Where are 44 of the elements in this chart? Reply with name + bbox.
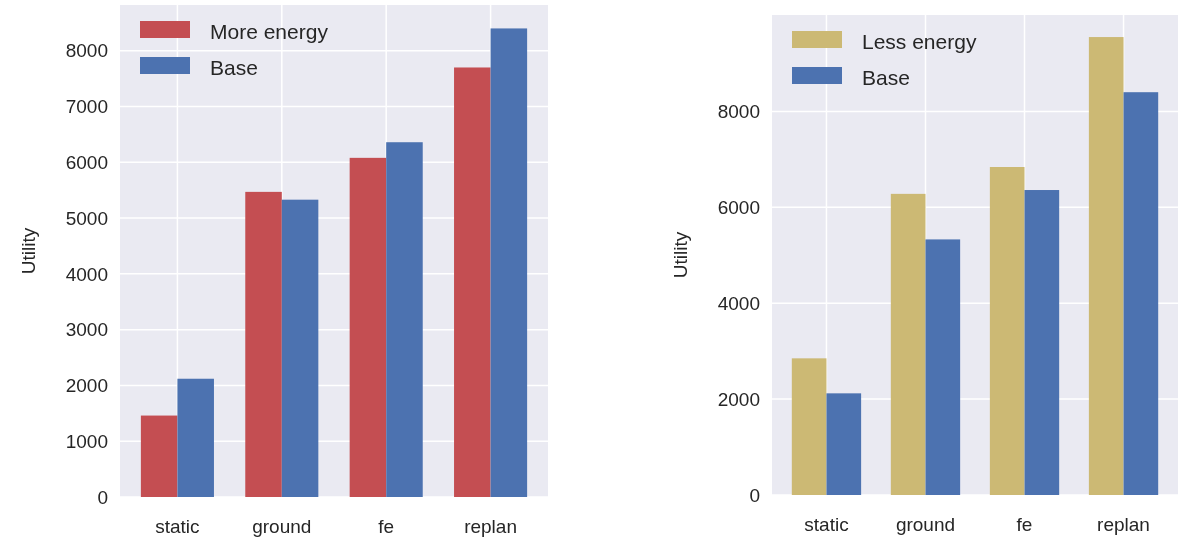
legend-label: Base <box>210 56 258 80</box>
bar <box>791 358 827 495</box>
x-tick-label: ground <box>252 516 312 537</box>
x-tick-label: static <box>155 516 200 537</box>
legend-label: Less energy <box>862 30 977 54</box>
x-tick-label: fe <box>1016 514 1033 535</box>
bar <box>1088 37 1124 495</box>
y-tick-label: 8000 <box>717 101 760 123</box>
bar <box>1123 92 1159 495</box>
x-tick-label: ground <box>895 514 956 535</box>
y-tick-label: 4000 <box>717 292 760 314</box>
y-tick-label: 5000 <box>65 207 108 229</box>
y-tick-label: 6000 <box>717 196 760 218</box>
legend-label: Base <box>862 66 910 90</box>
legend-label: More energy <box>210 20 329 44</box>
bar <box>281 199 319 497</box>
x-tick-label: fe <box>378 516 395 537</box>
y-tick-label: 2000 <box>717 388 760 410</box>
bar <box>490 28 528 497</box>
bar <box>925 239 961 495</box>
x-tick-label: replan <box>464 516 517 537</box>
bar <box>454 67 491 497</box>
bar <box>349 157 387 497</box>
x-tick-label: replan <box>1097 514 1150 535</box>
y-tick-label: 3000 <box>65 319 108 341</box>
bar <box>177 378 214 497</box>
y-tick-label: 1000 <box>65 430 108 452</box>
y-tick-label: 0 <box>749 484 760 506</box>
y-tick-label: 8000 <box>65 40 108 62</box>
bar <box>386 142 423 497</box>
y-tick-label: 7000 <box>65 96 108 118</box>
y-tick-label: 0 <box>97 486 108 508</box>
y-tick-label: 6000 <box>65 151 108 173</box>
x-tick-label: static <box>804 514 849 535</box>
y-axis-title: Utility <box>670 231 691 279</box>
bar <box>1024 190 1060 495</box>
y-tick-label: 4000 <box>65 263 108 285</box>
bar <box>890 193 926 495</box>
bar <box>989 167 1025 495</box>
bar <box>826 393 862 495</box>
y-axis-title: Utility <box>18 227 39 275</box>
y-tick-label: 2000 <box>65 375 108 397</box>
bar <box>245 191 282 497</box>
bar <box>140 415 178 497</box>
